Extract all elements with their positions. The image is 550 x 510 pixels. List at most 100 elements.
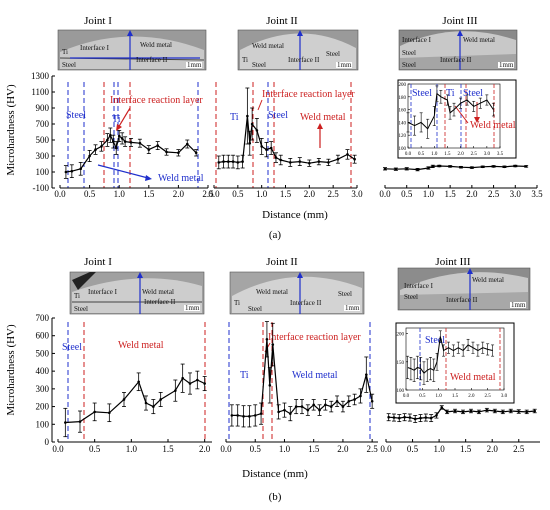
b-inset-weld: Weld metal <box>450 372 496 383</box>
p0-s2-point-8 <box>459 165 463 169</box>
p1-s2-point-4 <box>408 416 412 419</box>
a-m2-label-ti: Ti <box>242 56 248 64</box>
p1-s2-point-0 <box>387 415 390 419</box>
p0-s0-point-5 <box>100 145 103 148</box>
a-m3-label-interface2: Interface II <box>440 56 472 64</box>
p0-s1-point-12 <box>269 146 273 150</box>
b-interface-label-2: Interface reaction layer <box>268 332 361 343</box>
p0-s0-x-tick-label-0: 0.0 <box>54 189 66 199</box>
p0-inset-y-tick-label-3: 160 <box>399 109 407 114</box>
b-m1-label-interface1: Interface I <box>88 288 118 296</box>
p0-s2-point-1 <box>394 167 398 171</box>
p1-s1-point-18 <box>329 405 333 408</box>
b-panel-label: (b) <box>269 491 282 503</box>
p0-s2-x-tick-label-0: 0.0 <box>379 189 391 199</box>
a-m1-label-weld: Weld metal <box>140 41 172 49</box>
p0-s1-point-7 <box>248 141 252 145</box>
p0-s0-point-19 <box>185 142 189 146</box>
p0-s1-point-4 <box>236 161 240 164</box>
p0-y-tick-label-0: -100 <box>33 183 50 193</box>
p1-inset-x-tick-label-5: 2.5 <box>485 394 492 399</box>
p0-inset-x-tick-label-7: 3.5 <box>497 152 504 157</box>
a-joint2-title: Joint II <box>266 15 298 27</box>
p0-s0-point-8 <box>111 140 115 143</box>
b-m3-label-steel: Steel <box>404 293 418 301</box>
p1-s0-point-13 <box>203 382 206 385</box>
a-m1-label-interface2: Interface II <box>136 56 168 64</box>
a-m2-label-steel2: Steel <box>252 61 266 69</box>
p1-s1-x-tick-label-3: 1.5 <box>308 444 320 454</box>
p0-s0-point-18 <box>177 151 180 155</box>
p1-s1-point-19 <box>335 399 339 403</box>
a-ylabel: Microhardness (HV) <box>5 84 17 176</box>
p1-s1-point-1 <box>236 414 239 417</box>
a-inset-weld: Weld metal <box>470 120 516 131</box>
p1-s1-point-11 <box>289 412 292 415</box>
p1-y-tick-label-6: 600 <box>36 331 50 341</box>
p1-y-tick-label-1: 100 <box>36 419 50 429</box>
a-m3-label-steel: Steel <box>402 49 416 57</box>
p0-s2-x-tick-label-7: 3.5 <box>531 189 543 199</box>
p1-s2-point-3 <box>403 415 406 419</box>
p1-y-tick-label-7: 700 <box>36 313 50 323</box>
p0-s1-x-tick-label-2: 1.0 <box>256 189 268 199</box>
p1-s1-point-9 <box>277 410 280 414</box>
a-m1-label-interface1: Interface I <box>80 44 110 52</box>
p0-s1-x-tick-label-5: 2.5 <box>328 189 340 199</box>
p1-inset-x-tick-label-2: 1.0 <box>436 394 443 399</box>
b-m3-scale: 1mm <box>511 301 526 309</box>
p1-s0-point-0 <box>64 421 67 424</box>
p1-s2-point-6 <box>419 416 422 420</box>
p1-inset-x-tick-label-1: 0.5 <box>419 394 426 399</box>
p0-s1-point-14 <box>279 158 283 162</box>
a-m1-scale: 1mm <box>187 61 202 69</box>
p0-y-tick-label-4: 700 <box>36 119 50 129</box>
a-ti-label-2: Ti <box>230 112 239 123</box>
p0-s0-point-16 <box>156 144 159 147</box>
p1-s2-x-tick-label-0: 0.0 <box>380 444 392 454</box>
p1-s2-point-16 <box>485 408 489 412</box>
p1-s0-point-10 <box>181 376 184 380</box>
b-m1-scale: 1mm <box>185 304 200 312</box>
p0-y-tick-label-7: 1300 <box>31 71 50 81</box>
p1-s2-point-17 <box>493 409 497 413</box>
p0-s1-point-18 <box>317 160 321 163</box>
a-weld-label-2: Weld metal <box>300 112 346 123</box>
p1-s0-x-tick-label-0: 0.0 <box>52 444 64 454</box>
p1-s0-point-9 <box>174 389 177 392</box>
p0-y-tick-label-6: 1100 <box>31 87 49 97</box>
b-xlabel: Distance (mm) <box>242 468 308 480</box>
p0-s1-point-19 <box>327 161 330 164</box>
p1-s2-point-13 <box>461 410 465 414</box>
p0-s0-point-9 <box>114 146 118 150</box>
p0-y-tick-label-1: 100 <box>36 167 50 177</box>
p0-s0-x-tick-label-5: 2.5 <box>202 189 214 199</box>
b-joint3-title: Joint III <box>435 256 470 268</box>
p1-s2-x-tick-label-3: 1.5 <box>460 444 472 454</box>
p1-y-tick-label-5: 500 <box>36 348 50 358</box>
p1-s1-point-14 <box>306 408 310 412</box>
a-interface-label-1: Interface reaction layer <box>110 95 203 106</box>
p1-inset-series-line <box>407 336 493 374</box>
p0-s0-point-13 <box>129 141 133 144</box>
a-interface-label-2: Interface reaction layer <box>262 89 355 100</box>
p0-s2-x-tick-label-2: 1.0 <box>423 189 435 199</box>
p1-s0-series-line <box>65 377 205 424</box>
p1-s1-point-12 <box>294 405 298 408</box>
p1-s1-point-16 <box>318 408 321 412</box>
p1-s1-x-tick-label-1: 0.5 <box>250 444 262 454</box>
a-micrograph-1: Interface I Weld metal Interface II Ti S… <box>57 29 207 71</box>
p1-s2-point-9 <box>435 414 438 417</box>
p1-s2-point-22 <box>533 409 536 413</box>
p0-s0-point-6 <box>106 138 109 142</box>
p0-s0-point-11 <box>120 137 124 140</box>
p1-s0-x-tick-label-4: 2.0 <box>199 444 211 454</box>
b-m2-label-ti: Ti <box>234 299 240 307</box>
p0-s1-x-tick-label-6: 3.0 <box>351 189 363 199</box>
p0-s2-point-12 <box>503 165 506 169</box>
p1-s1-point-10 <box>283 408 286 412</box>
b-m3-label-interface2: Interface II <box>446 296 478 304</box>
p0-s2-point-6 <box>437 164 441 168</box>
p0-s2-point-14 <box>524 165 528 168</box>
p1-s1-point-23 <box>359 394 362 398</box>
